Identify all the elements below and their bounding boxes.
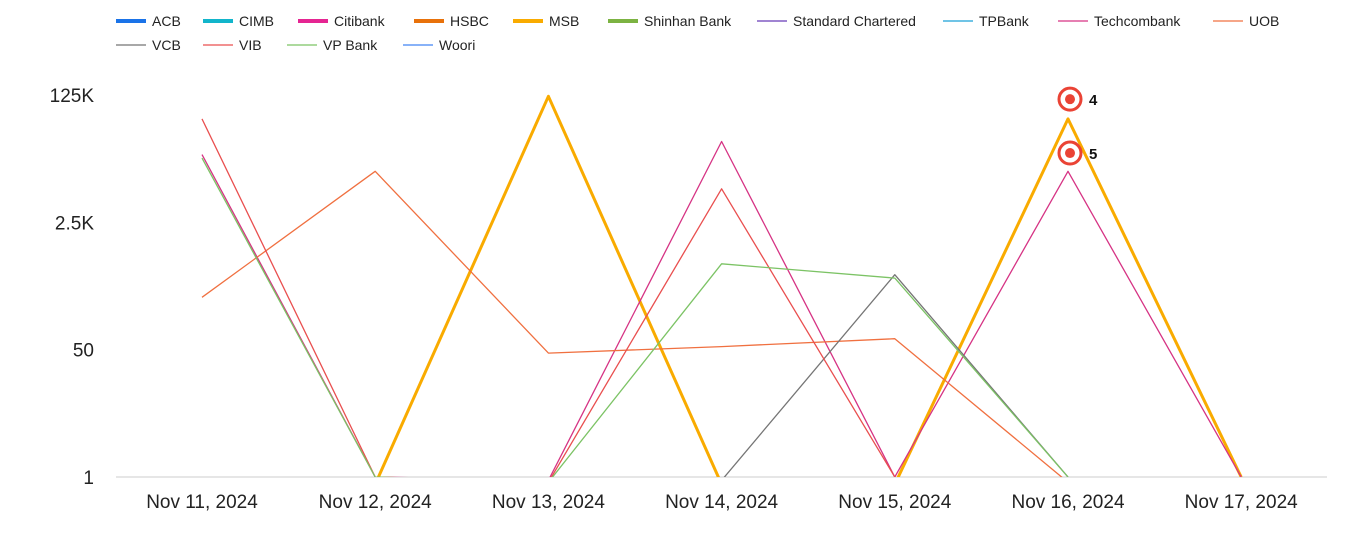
legend-label: CIMB: [239, 13, 274, 29]
legend-label: ACB: [152, 13, 181, 29]
x-axis: Nov 11, 2024 Nov 12, 2024 Nov 13, 2024 Nov …: [116, 476, 1327, 513]
marker-dot: [1065, 94, 1075, 105]
marker-dot: [1065, 148, 1075, 159]
annotation-markers: 45: [1057, 86, 1098, 166]
legend-label: VP Bank: [323, 37, 378, 53]
series-line-msb[interactable]: [375, 94, 1243, 484]
legend-item-cimb[interactable]: CIMB: [203, 13, 274, 29]
x-tick-label: Nov 15, 2024: [838, 492, 951, 513]
x-tick-label: Nov 11, 2024: [146, 492, 258, 513]
legend-item-tpbank[interactable]: TPBank: [943, 13, 1030, 29]
series-line-vcb[interactable]: [722, 274, 1069, 481]
legend-label: Shinhan Bank: [644, 13, 732, 29]
legend-label: HSBC: [450, 13, 489, 29]
y-tick-label: 1: [83, 468, 94, 489]
legend-item-hsbc[interactable]: HSBC: [414, 13, 489, 29]
marker-label: 5: [1089, 146, 1097, 163]
y-tick-label: 2.5K: [55, 213, 94, 234]
x-tick-label: Nov 17, 2024: [1185, 492, 1298, 513]
legend-label: VCB: [152, 37, 181, 53]
legend-label: MSB: [549, 13, 579, 29]
series-line-vp-bank[interactable]: [201, 157, 1069, 482]
legend-item-acb[interactable]: ACB: [116, 13, 181, 29]
annotation-marker-5[interactable]: 5: [1057, 140, 1097, 166]
legend-item-woori[interactable]: Woori: [403, 37, 475, 53]
x-tick-label: Nov 12, 2024: [319, 492, 432, 513]
legend-label: UOB: [1249, 13, 1279, 29]
legend-item-techcombank[interactable]: Techcombank: [1058, 13, 1181, 29]
series-line-techcombank[interactable]: [201, 140, 1242, 481]
y-tick-label: 50: [73, 341, 94, 362]
series-line-vib[interactable]: [201, 118, 896, 482]
x-tick-label: Nov 16, 2024: [1011, 492, 1124, 513]
y-tick-label: 125K: [50, 86, 95, 107]
legend-item-standard-chartered[interactable]: Standard Chartered: [757, 13, 916, 29]
y-axis: 125K 2.5K 50 1: [50, 86, 95, 489]
legend-item-msb[interactable]: MSB: [513, 13, 579, 29]
legend-item-vib[interactable]: VIB: [203, 37, 262, 53]
series-line-uob[interactable]: [201, 170, 1068, 482]
legend-label: Standard Chartered: [793, 13, 916, 29]
legend-item-citibank[interactable]: Citibank: [298, 13, 386, 29]
legend-item-vcb[interactable]: VCB: [116, 37, 181, 53]
legend-item-uob[interactable]: UOB: [1213, 13, 1279, 29]
x-tick-label: Nov 13, 2024: [492, 492, 605, 513]
legend-item-shinhan-bank[interactable]: Shinhan Bank: [608, 13, 732, 29]
plot-area: [201, 94, 1243, 484]
legend: ACB CIMB Citibank HSBC MSB Shinhan Bank Standa…: [116, 13, 1279, 53]
legend-label: TPBank: [979, 13, 1030, 29]
legend-item-vp-bank[interactable]: VP Bank: [287, 37, 378, 53]
annotation-marker-4[interactable]: 4: [1057, 86, 1098, 112]
series-lines: [201, 94, 1243, 484]
legend-label: Techcombank: [1094, 13, 1181, 29]
legend-label: Citibank: [334, 13, 386, 29]
x-tick-label: Nov 14, 2024: [665, 492, 778, 513]
legend-label: VIB: [239, 37, 262, 53]
legend-label: Woori: [439, 37, 475, 53]
marker-label: 4: [1089, 92, 1098, 109]
